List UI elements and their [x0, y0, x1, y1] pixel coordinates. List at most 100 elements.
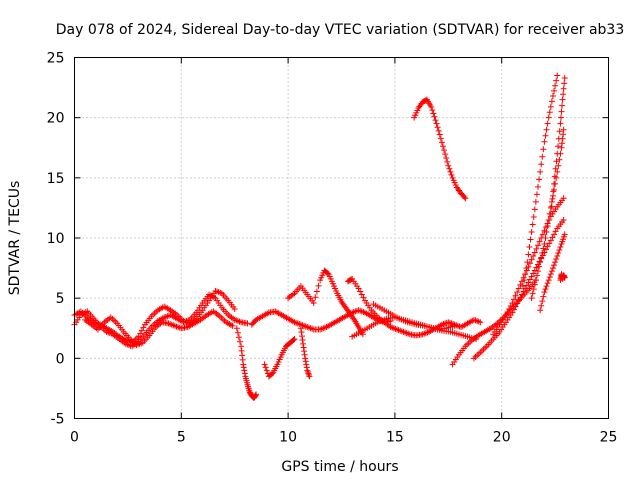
data-point [558, 108, 565, 115]
data-point [548, 268, 555, 275]
series-arc-3 [82, 308, 236, 349]
data-point [547, 271, 554, 278]
data-point [244, 320, 251, 327]
data-point [553, 256, 560, 263]
data-point [542, 286, 549, 293]
data-point [301, 348, 308, 355]
y-tick-label: 15 [47, 171, 65, 187]
x-axis-label: GPS time / hours [281, 459, 398, 475]
data-point [523, 265, 530, 272]
data-point [504, 309, 511, 316]
data-point [530, 253, 537, 260]
data-point [234, 329, 241, 336]
data-point [543, 283, 550, 290]
data-point [556, 128, 563, 135]
data-point [538, 254, 545, 261]
data-point [517, 281, 524, 288]
series-arc-16 [520, 72, 561, 290]
y-tick-label: 0 [56, 351, 65, 367]
data-point [541, 241, 548, 248]
data-point [233, 325, 240, 332]
data-point [263, 367, 270, 374]
data-point [241, 370, 248, 377]
data-point [559, 102, 566, 109]
data-point [530, 213, 537, 220]
data-point [529, 221, 536, 228]
data-point [140, 324, 147, 331]
data-point [560, 216, 567, 223]
data-point [431, 113, 438, 120]
data-point [531, 267, 538, 274]
data-point [239, 352, 246, 359]
data-point [557, 114, 564, 121]
data-point [520, 283, 527, 290]
data-point [551, 262, 558, 269]
data-point [461, 194, 468, 201]
data-point [433, 120, 440, 127]
data-point [441, 147, 448, 154]
series-arc-6 [261, 336, 298, 380]
data-point [437, 135, 444, 142]
data-point [240, 364, 247, 371]
data-point [252, 392, 259, 399]
data-point [241, 367, 248, 374]
data-point [261, 361, 268, 368]
data-point [302, 355, 309, 362]
data-point [532, 277, 539, 284]
data-point [558, 144, 565, 151]
series-arc-7 [285, 267, 366, 338]
data-point [306, 373, 313, 380]
data-point [514, 289, 521, 296]
data-point [540, 245, 547, 252]
data-point [554, 72, 561, 79]
data-point [138, 327, 145, 334]
y-tick-label: 20 [47, 111, 65, 127]
data-point [541, 138, 548, 145]
data-point [312, 294, 319, 301]
data-point [235, 334, 242, 341]
data-point [559, 140, 566, 147]
x-tick-label: 0 [70, 430, 79, 446]
data-point [526, 244, 533, 251]
data-point [545, 216, 552, 223]
data-point [547, 210, 554, 217]
data-point [539, 250, 546, 257]
chart-title: Day 078 of 2024, Sidereal Day-to-day VTE… [56, 22, 625, 38]
data-point [554, 150, 561, 157]
data-point [545, 277, 552, 284]
data-point [290, 336, 297, 343]
data-point [555, 250, 562, 257]
data-point [533, 245, 540, 252]
y-tick-labels: -5 0 5 10 15 20 25 [47, 51, 65, 428]
data-point [430, 110, 437, 117]
data-point [533, 264, 540, 271]
data-point [355, 285, 362, 292]
data-point [522, 271, 529, 278]
data-point [555, 135, 562, 142]
data-point [447, 168, 454, 175]
data-point [302, 358, 309, 365]
data-point [510, 306, 517, 313]
data-point [477, 319, 484, 326]
y-axis-label: SDTVAR / TECUs [7, 181, 23, 296]
data-point [305, 370, 312, 377]
series-arc-12 [411, 96, 469, 202]
data-point [527, 276, 534, 283]
data-point [515, 297, 522, 304]
data-point [515, 285, 522, 292]
data-point [528, 256, 535, 263]
data-point [556, 156, 563, 163]
data-point [536, 176, 543, 183]
data-point [297, 325, 304, 332]
data-point [444, 158, 451, 165]
data-point [253, 391, 260, 398]
series-arc-18 [547, 74, 568, 217]
data-point [298, 333, 305, 340]
data-point [531, 206, 538, 213]
data-point [560, 131, 567, 138]
data-point [528, 273, 535, 280]
data-point [540, 293, 547, 300]
data-point [543, 246, 550, 253]
data-point [310, 299, 317, 306]
